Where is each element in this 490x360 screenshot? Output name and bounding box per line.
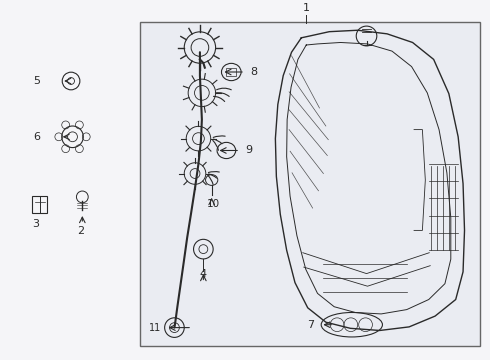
Text: 2: 2: [77, 226, 84, 236]
Bar: [226, 68, 236, 76]
Text: 6: 6: [33, 132, 40, 142]
Text: 7: 7: [307, 320, 315, 330]
Text: 8: 8: [250, 67, 257, 77]
Text: 3: 3: [32, 219, 39, 229]
Text: 4: 4: [200, 269, 207, 279]
Text: 10: 10: [207, 199, 220, 209]
Text: 1: 1: [303, 3, 310, 13]
Text: 9: 9: [245, 145, 252, 156]
Bar: [140, 22, 480, 346]
Bar: [32, 196, 47, 213]
Text: 5: 5: [33, 76, 40, 86]
Text: 11: 11: [149, 323, 162, 333]
